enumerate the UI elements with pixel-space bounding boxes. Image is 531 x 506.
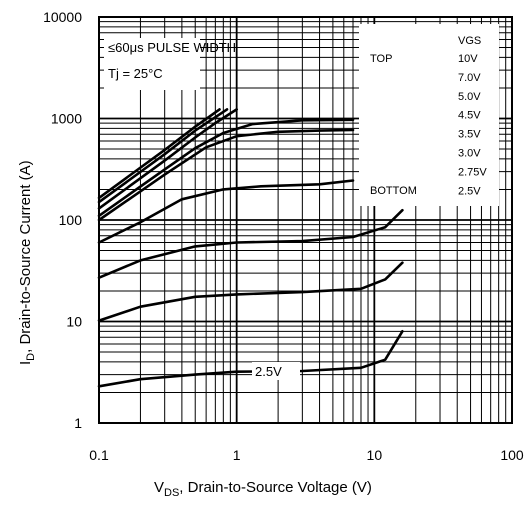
x-axis-title: VDS, Drain-to-Source Voltage (V)	[154, 479, 372, 499]
x-tick-label: 1	[233, 447, 241, 463]
x-tick-label: 0.1	[89, 447, 109, 463]
legend-top-label: TOP	[370, 53, 392, 65]
legend-entry: 4.5V	[458, 110, 481, 122]
y-tick-label: 1	[74, 415, 82, 431]
series-line-2-75v	[97, 208, 404, 279]
series-line-10v	[97, 108, 221, 200]
pulse-width-annotation: ≤60μs PULSE WIDTH	[108, 40, 236, 55]
legend-entry: 5.0V	[458, 91, 481, 103]
y-tick-label: 1000	[51, 111, 82, 127]
plot-frame	[98, 16, 513, 424]
y-tick-label: 100	[59, 212, 83, 228]
tj-annotation: Tj = 25°C	[108, 66, 163, 81]
legend-entry: 2.5V	[458, 185, 481, 197]
series-line-7-0v	[97, 108, 229, 204]
curve-label-box	[252, 362, 300, 380]
legend-entry: 7.0V	[458, 72, 481, 84]
legend-entry: 10V	[458, 53, 478, 65]
y-axis-title: ID, Drain-to-Source Current (A)	[17, 160, 37, 365]
legend-header: VGS	[458, 35, 481, 47]
legend-entry: 3.5V	[458, 129, 481, 141]
legend-box	[359, 24, 499, 206]
y-tick-label: 10	[66, 314, 82, 330]
y-tick-label: 10000	[43, 9, 82, 25]
series-line-2-5v	[97, 261, 404, 322]
x-tick-labels: 0.1 1 10 100	[89, 447, 524, 463]
x-tick-label: 100	[500, 447, 524, 463]
curve-label-2-5v: 2.5V	[255, 364, 282, 379]
series-line-4-5v	[97, 118, 355, 218]
series-line-3-0v	[97, 179, 355, 244]
legend-entries: 10V 7.0V 5.0V 4.5V 3.5V 3.0V 2.75V 2.5V	[458, 53, 487, 197]
legend-entry: 3.0V	[458, 148, 481, 160]
annotation-box	[104, 38, 200, 90]
legend-entry: 2.75V	[458, 166, 487, 178]
series-line-3-5v	[97, 128, 355, 222]
legend-bottom-label: BOTTOM	[370, 185, 417, 197]
y-tick-labels: 1 10 100 1000 10000	[43, 9, 82, 431]
series-line-5-0v	[97, 108, 238, 210]
x-tick-label: 10	[367, 447, 383, 463]
